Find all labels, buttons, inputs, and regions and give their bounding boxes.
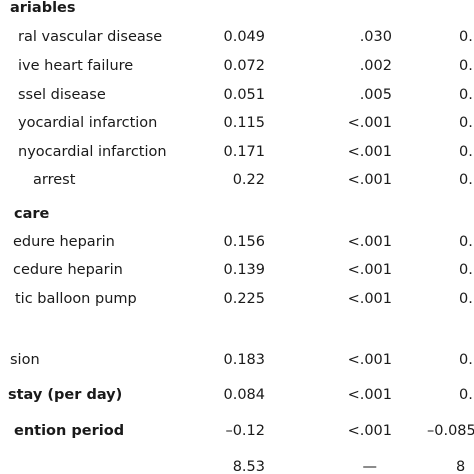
third-column-cell: 0.	[459, 291, 473, 307]
coefficient-cell: 0.049	[223, 29, 265, 45]
row-label: ral vascular disease	[18, 29, 163, 45]
third-column-cell: 0.	[459, 262, 473, 278]
coefficient-cell: 8.53	[232, 459, 265, 474]
table-row: ive heart failure 0.072 .002 0.	[0, 55, 474, 77]
row-label: ive heart failure	[18, 58, 134, 74]
third-column-cell: –0.085	[427, 423, 474, 439]
table-row: ention period –0.12 <.001 –0.085	[0, 420, 474, 442]
p-value-cell: .005	[359, 87, 392, 103]
row-label: stay (per day)	[8, 387, 123, 403]
table-row: cedure heparin 0.139 <.001 0.	[0, 259, 474, 281]
table-row: care	[0, 203, 474, 225]
table-row: ssel disease 0.051 .005 0.	[0, 84, 474, 106]
coefficient-cell: 0.084	[223, 387, 265, 403]
p-value-cell: .002	[359, 58, 392, 74]
section-heading: ariables	[10, 0, 76, 16]
table-row: ral vascular disease 0.049 .030 0.	[0, 26, 474, 48]
row-label: tic balloon pump	[15, 291, 137, 307]
p-value-cell: <.001	[347, 144, 392, 160]
p-value-cell: <.001	[347, 234, 392, 250]
table-row: nyocardial infarction 0.171 <.001 0.	[0, 141, 474, 163]
coefficient-cell: 0.171	[223, 144, 265, 160]
third-column-cell: 0.	[459, 58, 473, 74]
p-value-cell: <.001	[347, 423, 392, 439]
third-column-cell: 0.	[459, 352, 473, 368]
p-value-cell: <.001	[347, 172, 392, 188]
p-value-cell: <.001	[347, 291, 392, 307]
coefficient-cell: 0.225	[223, 291, 265, 307]
coefficient-cell: 0.115	[223, 115, 265, 131]
table-row: arrest 0.22 <.001 0.	[0, 169, 474, 191]
row-label: yocardial infarction	[18, 115, 158, 131]
third-column-cell: 8	[456, 459, 466, 474]
table-row: yocardial infarction 0.115 <.001 0.	[0, 112, 474, 134]
p-value-cell: <.001	[347, 262, 392, 278]
coefficient-cell: –0.12	[225, 423, 265, 439]
table-row: edure heparin 0.156 <.001 0.	[0, 231, 474, 253]
table-row: 8.53 — 8	[0, 456, 474, 474]
p-value-cell: <.001	[347, 352, 392, 368]
p-value-cell: <.001	[347, 115, 392, 131]
coefficient-cell: 0.183	[223, 352, 265, 368]
third-column-cell: 0.	[459, 87, 473, 103]
third-column-cell: 0.	[459, 144, 473, 160]
section-heading: care	[14, 206, 50, 222]
row-label: cedure heparin	[13, 262, 123, 278]
p-value-cell: .030	[359, 29, 392, 45]
coefficient-cell: 0.22	[232, 172, 265, 188]
coefficient-cell: 0.051	[223, 87, 265, 103]
table-row: tic balloon pump 0.225 <.001 0.	[0, 288, 474, 310]
third-column-cell: 0.	[459, 234, 473, 250]
row-label: nyocardial infarction	[18, 144, 167, 160]
table-row: ariables	[0, 0, 474, 19]
p-value-cell: —	[362, 459, 378, 474]
coefficient-cell: 0.156	[223, 234, 265, 250]
table-row: sion 0.183 <.001 0.	[0, 349, 474, 371]
row-label: ssel disease	[18, 87, 106, 103]
p-value-cell: <.001	[347, 387, 392, 403]
row-label: arrest	[33, 172, 76, 188]
third-column-cell: 0.	[459, 387, 473, 403]
third-column-cell: 0.	[459, 29, 473, 45]
coefficient-cell: 0.072	[223, 58, 265, 74]
third-column-cell: 0.	[459, 172, 473, 188]
coefficient-cell: 0.139	[223, 262, 265, 278]
row-label: edure heparin	[13, 234, 115, 250]
third-column-cell: 0.	[459, 115, 473, 131]
row-label: sion	[10, 352, 40, 368]
row-label: ention period	[14, 423, 125, 439]
table-row: stay (per day) 0.084 <.001 0.	[0, 384, 474, 406]
